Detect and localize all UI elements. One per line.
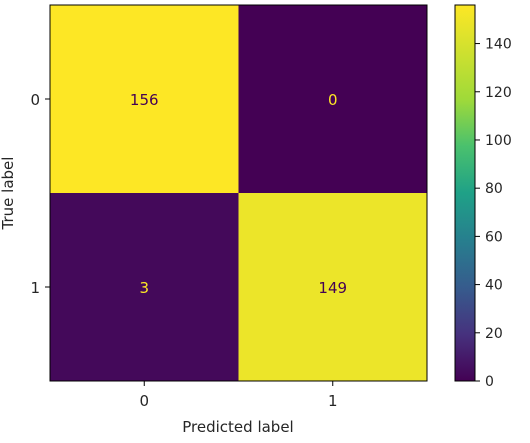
colorbar-tick-label: 20 — [485, 326, 503, 342]
colorbar-tick-label: 60 — [485, 229, 503, 245]
cell-value-label: 0 — [328, 91, 338, 109]
colorbar-tick-label: 120 — [485, 85, 512, 101]
colorbar-tick-label: 0 — [485, 374, 494, 390]
plot-frame — [49, 4, 428, 382]
colorbar-tick-label: 80 — [485, 181, 503, 197]
cell-value-label: 149 — [318, 279, 347, 297]
matrix-cell — [50, 193, 239, 381]
cell-value-label: 156 — [130, 91, 159, 109]
y-axis-label: True label — [0, 157, 17, 231]
matrix-cell — [238, 193, 427, 381]
matrix-cell — [238, 5, 427, 193]
y-axis: 01 — [30, 91, 50, 297]
matrix-cells: 156 0 3 149 — [50, 5, 427, 381]
colorbar — [454, 4, 476, 382]
x-tick-label: 0 — [139, 392, 149, 410]
colorbar-tick-label: 140 — [485, 37, 512, 53]
colorbar-ticks: 0 20 40 60 80 100 120 140 — [475, 37, 512, 390]
matrix-cell — [50, 5, 239, 193]
y-tick-label: 1 — [30, 279, 40, 297]
cell-value-label: 3 — [139, 279, 149, 297]
y-tick-label: 0 — [30, 91, 40, 109]
colorbar-tick-label: 40 — [485, 278, 503, 294]
colorbar-tick-label: 100 — [485, 133, 512, 149]
x-axis-label: Predicted label — [182, 418, 293, 436]
x-tick-label: 1 — [328, 392, 338, 410]
